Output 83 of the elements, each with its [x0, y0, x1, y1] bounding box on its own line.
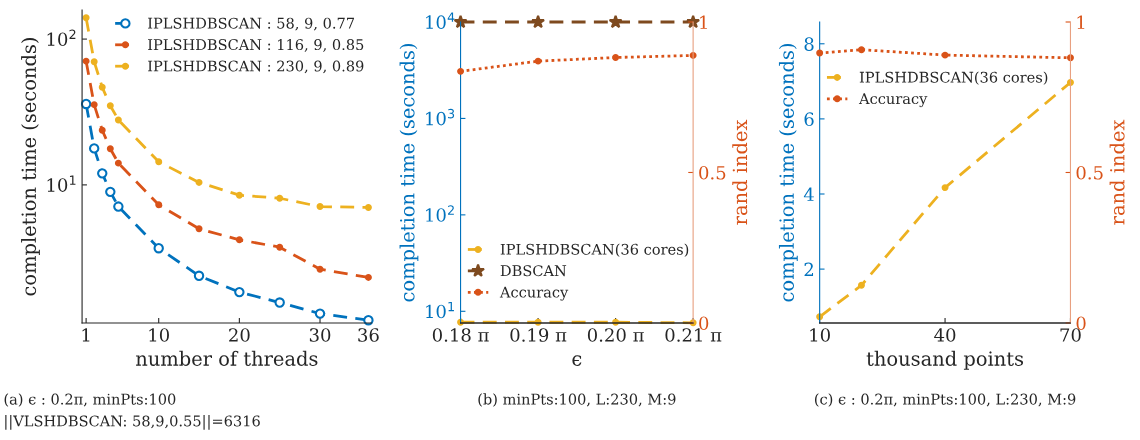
y2-tick-label: 0.5 [1076, 165, 1103, 180]
text: (c) ϵ : 0.2π, minPts:100, L:230, M:9 [814, 393, 1076, 407]
y-tick-label: 8 [804, 37, 814, 51]
x-tick-label: 10 [810, 328, 830, 342]
point [88, 143, 100, 154]
point [90, 101, 98, 109]
point [235, 236, 243, 244]
point [234, 286, 245, 298]
point [531, 14, 546, 29]
y-axis-title: completion time (seconds) [399, 44, 419, 302]
y2-tick-label: 1 [700, 15, 707, 29]
point [316, 203, 324, 211]
point [113, 201, 124, 212]
point [195, 225, 203, 233]
point [82, 14, 90, 22]
y-axis-title: completion time (seconds) [778, 44, 798, 302]
point [114, 116, 122, 124]
y-tick-label: 4 [803, 187, 814, 201]
legend-label: IPLSHDBSCAN(36 cores) [859, 71, 1048, 85]
point [274, 297, 285, 308]
point [155, 158, 163, 166]
point [314, 308, 326, 319]
x-tick-label: 1 [82, 328, 90, 342]
y-tick-label: 10$^{4}$ [426, 12, 455, 29]
point [193, 270, 205, 281]
point [364, 204, 372, 211]
text: ||VLSHDBSCAN: 58,9,0.55||=6316 [5, 415, 260, 430]
x-tick-label: 70 [1060, 328, 1081, 342]
point [857, 281, 865, 289]
y2-axis-title: rand index [732, 119, 748, 225]
x-tick-label: 0.20 π [587, 328, 644, 342]
x-tick-label: 30 [309, 328, 331, 342]
y2-tick-label: 0 [1076, 316, 1086, 331]
point [105, 186, 116, 198]
y-tick-label: 10$^{2}$ [47, 29, 76, 47]
y-tick-label: 10$^{1}$ [47, 175, 76, 192]
point [276, 243, 284, 251]
legend-label: Accuracy [499, 286, 569, 301]
legend-label: IPLSHDBSCAN : 58, 9, 0.77 [148, 17, 355, 31]
y-tick-label: 10$^{3}$ [426, 108, 455, 126]
legend-label: Accuracy [858, 93, 928, 108]
point [82, 57, 90, 65]
point [114, 159, 122, 167]
legend-label: IPLSHDBSCAN : 116, 9, 0.85 [148, 39, 364, 52]
point [453, 14, 468, 29]
legend-label: IPLSHDBSCAN(36 cores) [500, 243, 689, 257]
y-tick-label: 10$^{1}$ [426, 301, 454, 319]
point [364, 273, 372, 281]
y-tick-label: 2 [804, 262, 814, 276]
x-axis-title: ϵ [572, 355, 582, 366]
text: (b) minPts:100, L:230, M:9 [478, 393, 676, 407]
point [155, 201, 163, 209]
x-tick-label: 40 [934, 328, 956, 342]
point [90, 58, 98, 66]
point [106, 145, 114, 153]
legend-label: DBSCAN [500, 265, 567, 277]
point [98, 126, 106, 134]
point [608, 14, 623, 29]
y-tick-label: 6 [804, 112, 814, 127]
point [316, 265, 324, 273]
y2-tick-label: 0 [699, 316, 709, 331]
x-tick-label: 0.19 π [510, 328, 567, 342]
point [941, 184, 949, 192]
x-axis-title: number of threads [135, 350, 318, 366]
x-tick-label: 0.18 π [432, 328, 489, 342]
y-axis-title: completion time (seconds) [21, 38, 40, 296]
point [195, 178, 203, 186]
point [97, 168, 108, 179]
point [235, 191, 243, 199]
legend-label: IPLSHDBSCAN : 230, 9, 0.89 [148, 60, 364, 74]
x-axis-title: thousand points [866, 350, 1024, 370]
x-tick-label: 20 [229, 328, 250, 342]
x-tick-label: 10 [149, 328, 169, 342]
point [153, 242, 164, 254]
y-tick-label: 10$^{2}$ [426, 205, 454, 222]
point [276, 194, 284, 202]
point [98, 83, 106, 91]
y2-tick-label: 1 [1077, 15, 1085, 29]
y2-tick-label: 0.5 [699, 165, 726, 180]
x-tick-label: 36 [358, 328, 379, 342]
y2-axis-title: rand index [1109, 119, 1125, 225]
point [106, 102, 114, 110]
text: (a) ϵ : 0.2π, minPts:100 [4, 393, 176, 407]
